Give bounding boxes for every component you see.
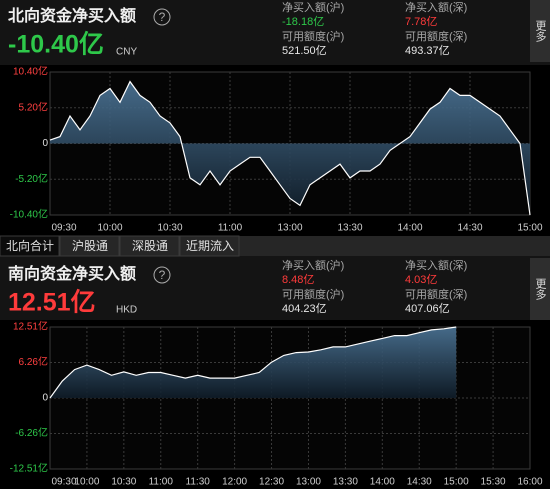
- stat-value: 8.48亿: [282, 273, 314, 286]
- net-value: 12.51亿: [8, 289, 96, 317]
- y-tick-label: 6.26亿: [19, 355, 48, 368]
- x-tick-label: 11:30: [186, 477, 211, 488]
- tab-label: 北向合计: [6, 238, 54, 253]
- x-tick-label: 11:00: [218, 223, 243, 234]
- tab[interactable]: [119, 235, 180, 257]
- more-button[interactable]: [530, 0, 550, 62]
- stat-value: 4.03亿: [405, 273, 437, 286]
- help-icon-text: ?: [159, 268, 166, 282]
- stat-label: 可用额度(沪): [282, 29, 344, 43]
- x-tick-label: 16:00: [517, 477, 542, 488]
- more-button-text: 更多: [534, 20, 547, 43]
- header-panel: [0, 0, 550, 65]
- x-tick-label: 13:00: [296, 477, 321, 488]
- y-tick-label: -5.20亿: [15, 172, 48, 185]
- tab-label: 沪股通: [72, 239, 108, 253]
- y-tick-label: 5.20亿: [19, 100, 48, 113]
- x-tick-label: 10:30: [157, 223, 182, 234]
- y-tick-label: -10.40亿: [10, 208, 48, 221]
- x-tick-label: 10:30: [111, 477, 136, 488]
- y-tick-label: 0: [42, 138, 48, 149]
- stat-label: 净买入额(深): [405, 258, 467, 272]
- line: [49, 326, 457, 399]
- y-tick-label: 10.40亿: [13, 65, 48, 78]
- stat-label: 净买入额(沪): [282, 258, 344, 272]
- tab-label: 近期流入: [186, 239, 234, 253]
- x-tick-label: 14:30: [457, 223, 482, 234]
- x-tick-label: 12:30: [259, 477, 284, 488]
- x-tick-label: 09:30: [51, 477, 76, 488]
- tab[interactable]: [0, 235, 60, 257]
- currency-unit: HKD: [116, 305, 137, 316]
- x-tick-label: 09:30: [51, 223, 76, 234]
- y-tick-label: -12.51亿: [10, 462, 48, 475]
- stat-label: 可用额度(深): [405, 287, 467, 301]
- x-tick-label: 14:00: [370, 477, 395, 488]
- x-tick-label: 10:00: [74, 477, 99, 488]
- header-panel: [0, 256, 550, 320]
- x-tick-label: 15:00: [517, 223, 542, 234]
- stat-value: 493.37亿: [405, 44, 450, 57]
- x-tick-label: 15:00: [444, 477, 469, 488]
- x-tick-label: 13:30: [337, 223, 362, 234]
- y-tick-label: 0: [42, 393, 48, 404]
- stat-label: 可用额度(沪): [282, 287, 344, 301]
- x-tick-label: 12:00: [222, 477, 247, 488]
- x-tick-label: 14:00: [397, 223, 422, 234]
- stat-value: 407.06亿: [405, 302, 450, 315]
- stat-value: 404.23亿: [282, 302, 327, 315]
- tab[interactable]: [179, 235, 240, 257]
- tab-label: 深股通: [132, 239, 168, 253]
- stat-label: 净买入额(深): [405, 0, 467, 14]
- stat-value: 521.50亿: [282, 44, 327, 57]
- stat-value: -18.18亿: [282, 15, 324, 28]
- tab[interactable]: [59, 235, 120, 257]
- panel-title: 北向资金净买入额: [8, 6, 136, 25]
- y-tick-label: -6.26亿: [15, 426, 48, 439]
- y-tick-label: 12.51亿: [13, 320, 48, 333]
- area-fill: [50, 81, 530, 215]
- x-tick-label: 15:30: [481, 477, 506, 488]
- x-tick-label: 11:00: [149, 477, 174, 488]
- x-tick-label: 13:30: [333, 477, 358, 488]
- panel-title: 南向资金净买入额: [8, 264, 136, 283]
- net-value: -10.40亿: [8, 31, 104, 59]
- x-tick-label: 14:30: [407, 477, 432, 488]
- line: [49, 80, 531, 216]
- currency-unit: CNY: [116, 47, 137, 58]
- stat-label: 净买入额(沪): [282, 0, 344, 14]
- x-tick-label: 10:00: [97, 223, 122, 234]
- stat-label: 可用额度(深): [405, 29, 467, 43]
- help-icon[interactable]: [153, 8, 171, 26]
- area-fill: [50, 327, 457, 398]
- x-tick-label: 13:00: [277, 223, 302, 234]
- more-button[interactable]: [530, 258, 550, 320]
- stat-value: 7.78亿: [405, 15, 437, 28]
- help-icon[interactable]: [153, 266, 171, 284]
- more-button-text: 更多: [534, 278, 547, 301]
- help-icon-text: ?: [159, 10, 166, 24]
